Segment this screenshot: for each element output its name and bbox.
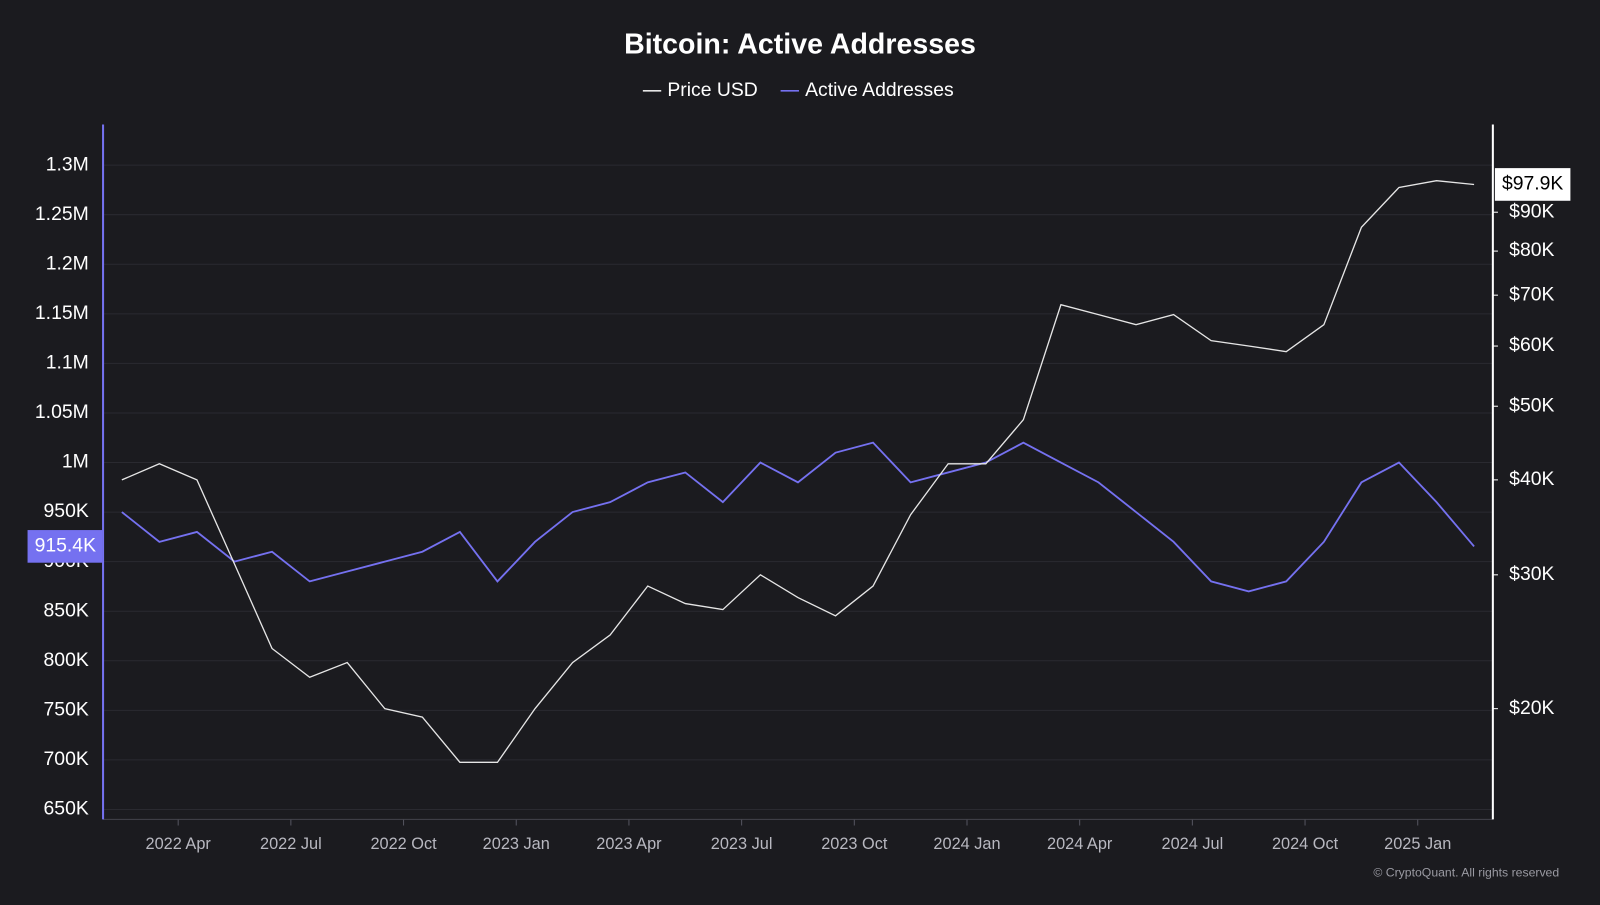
- footer: © CryptoQuant. All rights reserved: [1373, 866, 1559, 880]
- y-tick-label: 650K: [44, 798, 89, 820]
- y-tick-label: 1.1M: [46, 352, 89, 374]
- x-tick-label: 2023 Jan: [483, 835, 550, 853]
- chart-title: Bitcoin: Active Addresses: [624, 28, 976, 60]
- legend-label: Active Addresses: [805, 79, 954, 101]
- x-tick-label: 2024 Apr: [1047, 835, 1113, 853]
- last-value-text: $97.9K: [1502, 173, 1563, 195]
- y-tick-label: 1.15M: [35, 302, 89, 324]
- last-value-label: $97.9K: [1494, 168, 1571, 201]
- last-value-box: [1494, 168, 1571, 201]
- x-tick-label: 2024 Jul: [1162, 835, 1224, 853]
- y-tick-label: 750K: [44, 698, 89, 720]
- y2-tick-label: $90K: [1509, 200, 1554, 222]
- y2-tick-label: $40K: [1509, 468, 1554, 490]
- x-tick-label: 2024 Oct: [1272, 835, 1339, 853]
- y2-tick-label: $50K: [1509, 394, 1554, 416]
- x-tick-label: 2022 Jul: [260, 835, 322, 853]
- y-tick-label: 1.05M: [35, 401, 89, 423]
- y2-tick-label: $30K: [1509, 563, 1554, 585]
- last-value-box: [27, 530, 103, 563]
- y-tick-label: 1.25M: [35, 203, 89, 225]
- x-tick-label: 2023 Jul: [711, 835, 773, 853]
- y-tick-label: 950K: [44, 500, 89, 522]
- x-tick-label: 2023 Oct: [821, 835, 888, 853]
- x-tick-label: 2023 Apr: [596, 835, 662, 853]
- y-tick-label: 800K: [44, 649, 89, 671]
- y-tick-label: 1.2M: [46, 252, 89, 274]
- legend-label: Price USD: [667, 79, 757, 101]
- x-tick-label: 2022 Oct: [370, 835, 437, 853]
- y2-tick-label: $80K: [1509, 239, 1554, 261]
- series-line: [121, 441, 1475, 593]
- series-line: [121, 180, 1475, 764]
- x-tick-label: 2025 Jan: [1384, 835, 1451, 853]
- y2-tick-label: $70K: [1509, 283, 1554, 305]
- y-tick-label: 700K: [44, 748, 89, 770]
- y-tick-label: 1M: [62, 451, 89, 473]
- y-tick-label: 850K: [44, 599, 89, 621]
- last-value-text: 915.4K: [35, 535, 96, 557]
- y2-tick-label: $20K: [1509, 697, 1554, 719]
- last-value-label: 915.4K: [27, 530, 103, 563]
- y-tick-label: 1.3M: [46, 153, 89, 175]
- x-tick-label: 2024 Jan: [933, 835, 1000, 853]
- x-tick-label: 2022 Apr: [146, 835, 212, 853]
- y2-tick-label: $60K: [1509, 334, 1554, 356]
